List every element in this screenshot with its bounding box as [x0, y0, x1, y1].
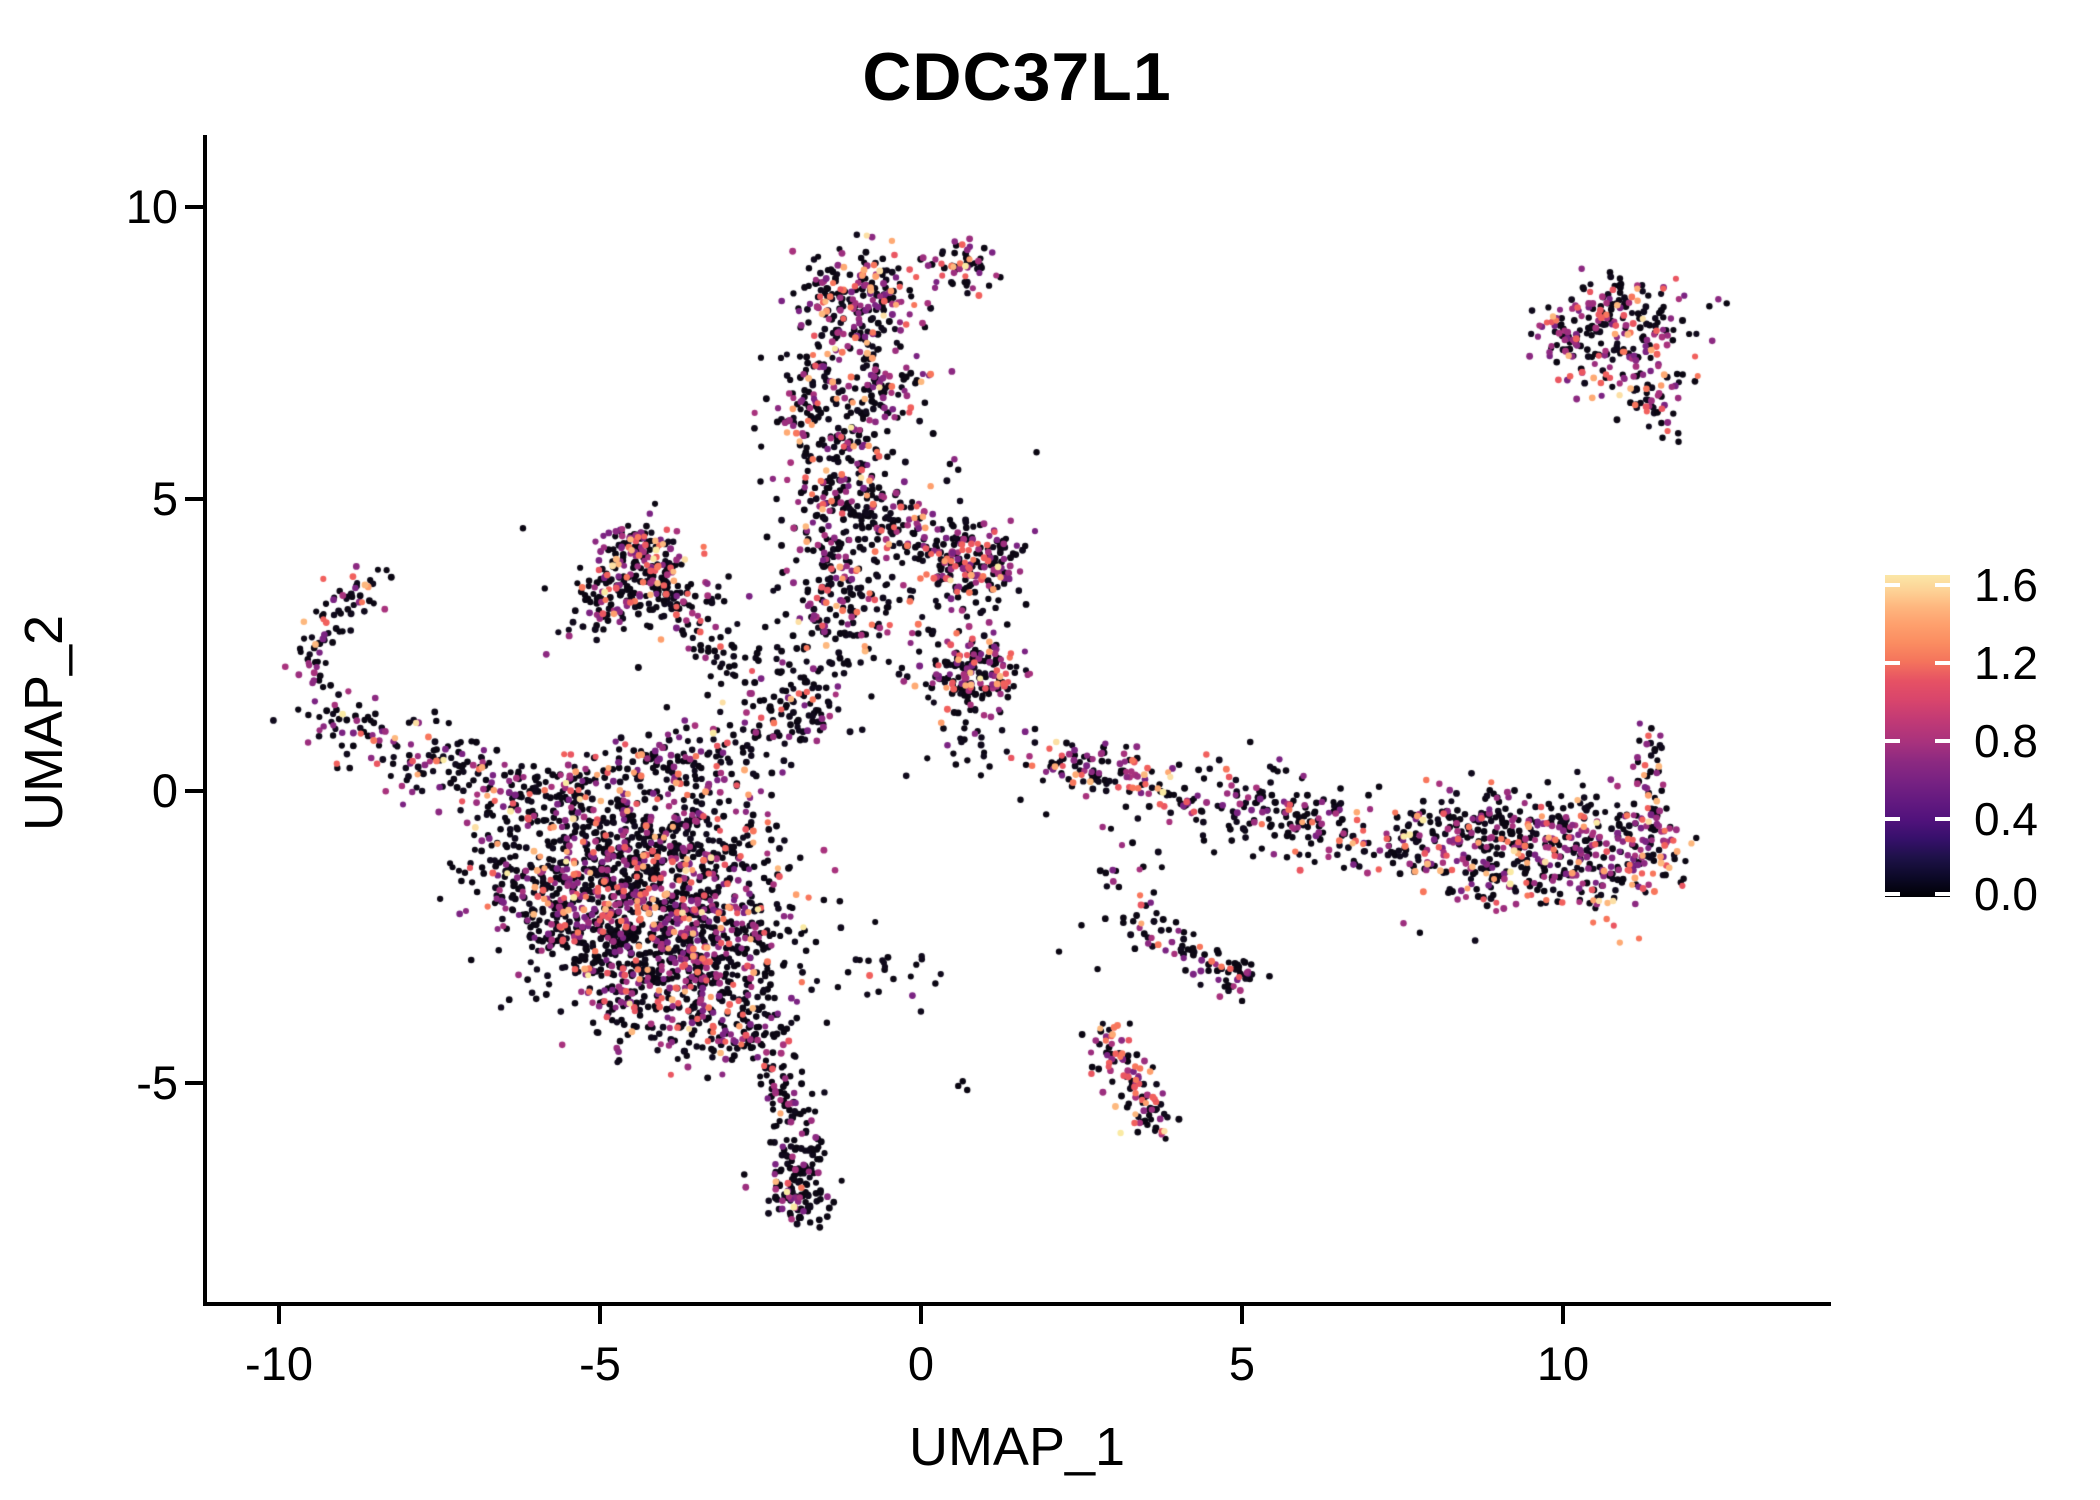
y-tick-label: 10 — [125, 180, 178, 233]
y-tick-label: -5 — [136, 1056, 178, 1109]
colorbar-tick-dash — [1885, 816, 1900, 821]
colorbar-tick-dash — [1885, 582, 1900, 587]
colorbar-tick-label: 1.6 — [1974, 558, 2038, 611]
y-tick-label: 5 — [151, 472, 178, 525]
colorbar-tick-label: 0.0 — [1974, 868, 2038, 920]
colorbar-tick-dash — [1935, 816, 1950, 821]
colorbar-tick-dash — [1885, 738, 1900, 743]
y-tick-label: 0 — [151, 764, 178, 817]
colorbar-tick-label: 0.4 — [1974, 792, 2038, 845]
x-tick-label: -5 — [579, 1337, 621, 1390]
colorbar-tick-dash — [1935, 892, 1950, 896]
x-tick-label: 10 — [1536, 1337, 1590, 1390]
y-tick-mark — [185, 205, 203, 209]
x-tick-mark — [277, 1306, 281, 1324]
colorbar-tick-dash — [1935, 582, 1950, 587]
plot-title: CDC37L1 — [862, 39, 1172, 115]
x-tick-mark — [1240, 1306, 1244, 1324]
x-tick-label: 0 — [907, 1337, 935, 1390]
x-tick-mark — [1561, 1306, 1565, 1324]
colorbar-tick-label: 0.8 — [1974, 714, 2038, 767]
colorbar-tick-dash — [1885, 660, 1900, 665]
x-tick-label: -10 — [245, 1337, 313, 1390]
y-tick-mark — [185, 1081, 203, 1085]
y-axis-line — [203, 135, 207, 1306]
x-tick-mark — [598, 1306, 602, 1324]
x-axis-title: UMAP_1 — [908, 1417, 1126, 1477]
y-tick-mark — [185, 497, 203, 501]
x-tick-label: 5 — [1228, 1337, 1256, 1390]
colorbar-tick-label: 1.2 — [1974, 636, 2038, 689]
colorbar-tick-dash — [1935, 738, 1950, 743]
colorbar-gradient — [1885, 575, 1950, 897]
colorbar-tick-dash — [1935, 660, 1950, 665]
y-tick-mark — [185, 789, 203, 793]
y-axis-title: UMAP_2 — [14, 614, 74, 832]
x-tick-mark — [919, 1306, 923, 1324]
colorbar-tick-dash — [1885, 892, 1900, 896]
x-axis-line — [203, 1302, 1831, 1306]
